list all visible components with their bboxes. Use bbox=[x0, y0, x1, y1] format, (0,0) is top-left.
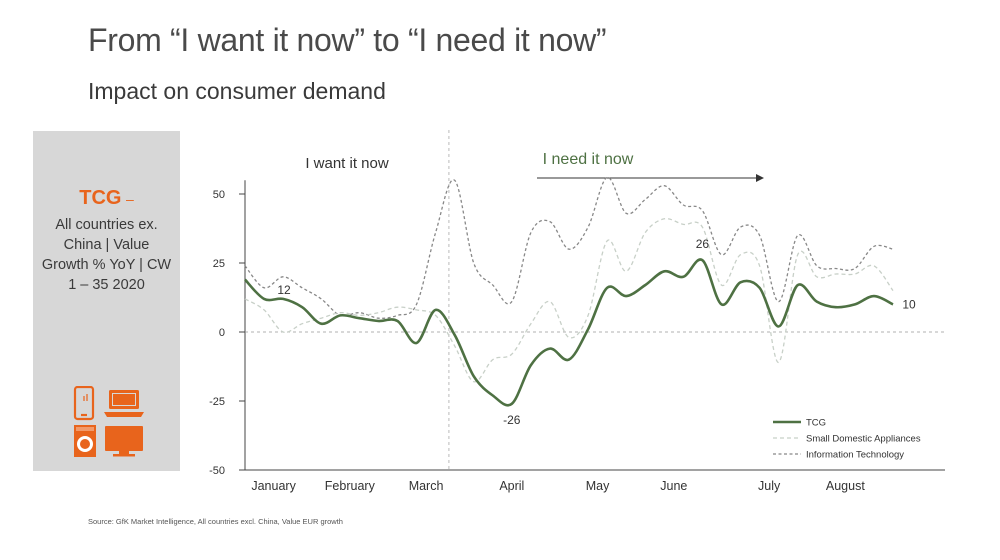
phase-layer: I want it now I need it now bbox=[305, 130, 764, 470]
page-title: From “I want it now” to “I need it now” bbox=[88, 22, 607, 58]
y-tick-label: 25 bbox=[213, 258, 225, 270]
sidebar-subtitle: All countries ex. China | Value Growth %… bbox=[41, 217, 172, 293]
washing-machine-icon bbox=[74, 425, 96, 457]
x-tick-label: August bbox=[826, 479, 865, 493]
page-subtitle: Impact on consumer demand bbox=[88, 78, 386, 104]
x-tick-label: June bbox=[660, 479, 687, 493]
x-tick-label: January bbox=[251, 479, 296, 493]
legend-label: TCG bbox=[806, 418, 826, 429]
series-line-tcg bbox=[244, 258, 894, 407]
device-icons bbox=[73, 386, 144, 457]
x-tick-label: February bbox=[325, 479, 376, 493]
x-axis: January February March April May June July Augu… bbox=[245, 469, 945, 493]
x-tick-label: March bbox=[409, 479, 444, 493]
sidebar-heading: TCG – bbox=[33, 187, 180, 210]
x-tick-label: July bbox=[758, 479, 781, 493]
x-tick-label: April bbox=[499, 479, 524, 493]
smartphone-icon bbox=[73, 386, 95, 421]
series-line-small-domestic-appliances bbox=[244, 217, 894, 383]
chart-legend: TCG Small Domestic Appliances Information … bbox=[773, 418, 921, 461]
y-tick-label: 0 bbox=[219, 327, 225, 339]
annotation-layer: 12 -26 26 10 bbox=[277, 237, 916, 427]
data-label: 10 bbox=[902, 297, 916, 311]
y-tick-label: 50 bbox=[213, 189, 225, 201]
x-tick-label: May bbox=[586, 479, 610, 493]
legend-label: Small Domestic Appliances bbox=[806, 434, 921, 445]
series-line-information-technology bbox=[244, 176, 894, 319]
data-label: 26 bbox=[696, 237, 710, 251]
data-label: -26 bbox=[503, 413, 521, 427]
phase-label-want: I want it now bbox=[305, 155, 389, 172]
sidebar-panel: TCG – All countries ex. China | Value Gr… bbox=[33, 131, 180, 471]
y-tick-label: -50 bbox=[209, 465, 225, 477]
y-axis: 50 25 0 -25 -50 bbox=[209, 180, 945, 477]
line-chart: 50 25 0 -25 -50 January February March April May… bbox=[209, 130, 945, 493]
data-label: 12 bbox=[277, 283, 291, 297]
sidebar-dash: – bbox=[125, 191, 134, 207]
source-note: Source: GfK Market Intelligence, All cou… bbox=[88, 517, 343, 526]
sidebar-title: TCG bbox=[79, 187, 122, 209]
phase-label-need: I need it now bbox=[543, 151, 634, 168]
tv-icon bbox=[105, 426, 143, 457]
laptop-icon bbox=[104, 390, 144, 417]
legend-label: Information Technology bbox=[806, 450, 904, 461]
y-tick-label: -25 bbox=[209, 396, 225, 408]
series-layer bbox=[244, 176, 894, 407]
